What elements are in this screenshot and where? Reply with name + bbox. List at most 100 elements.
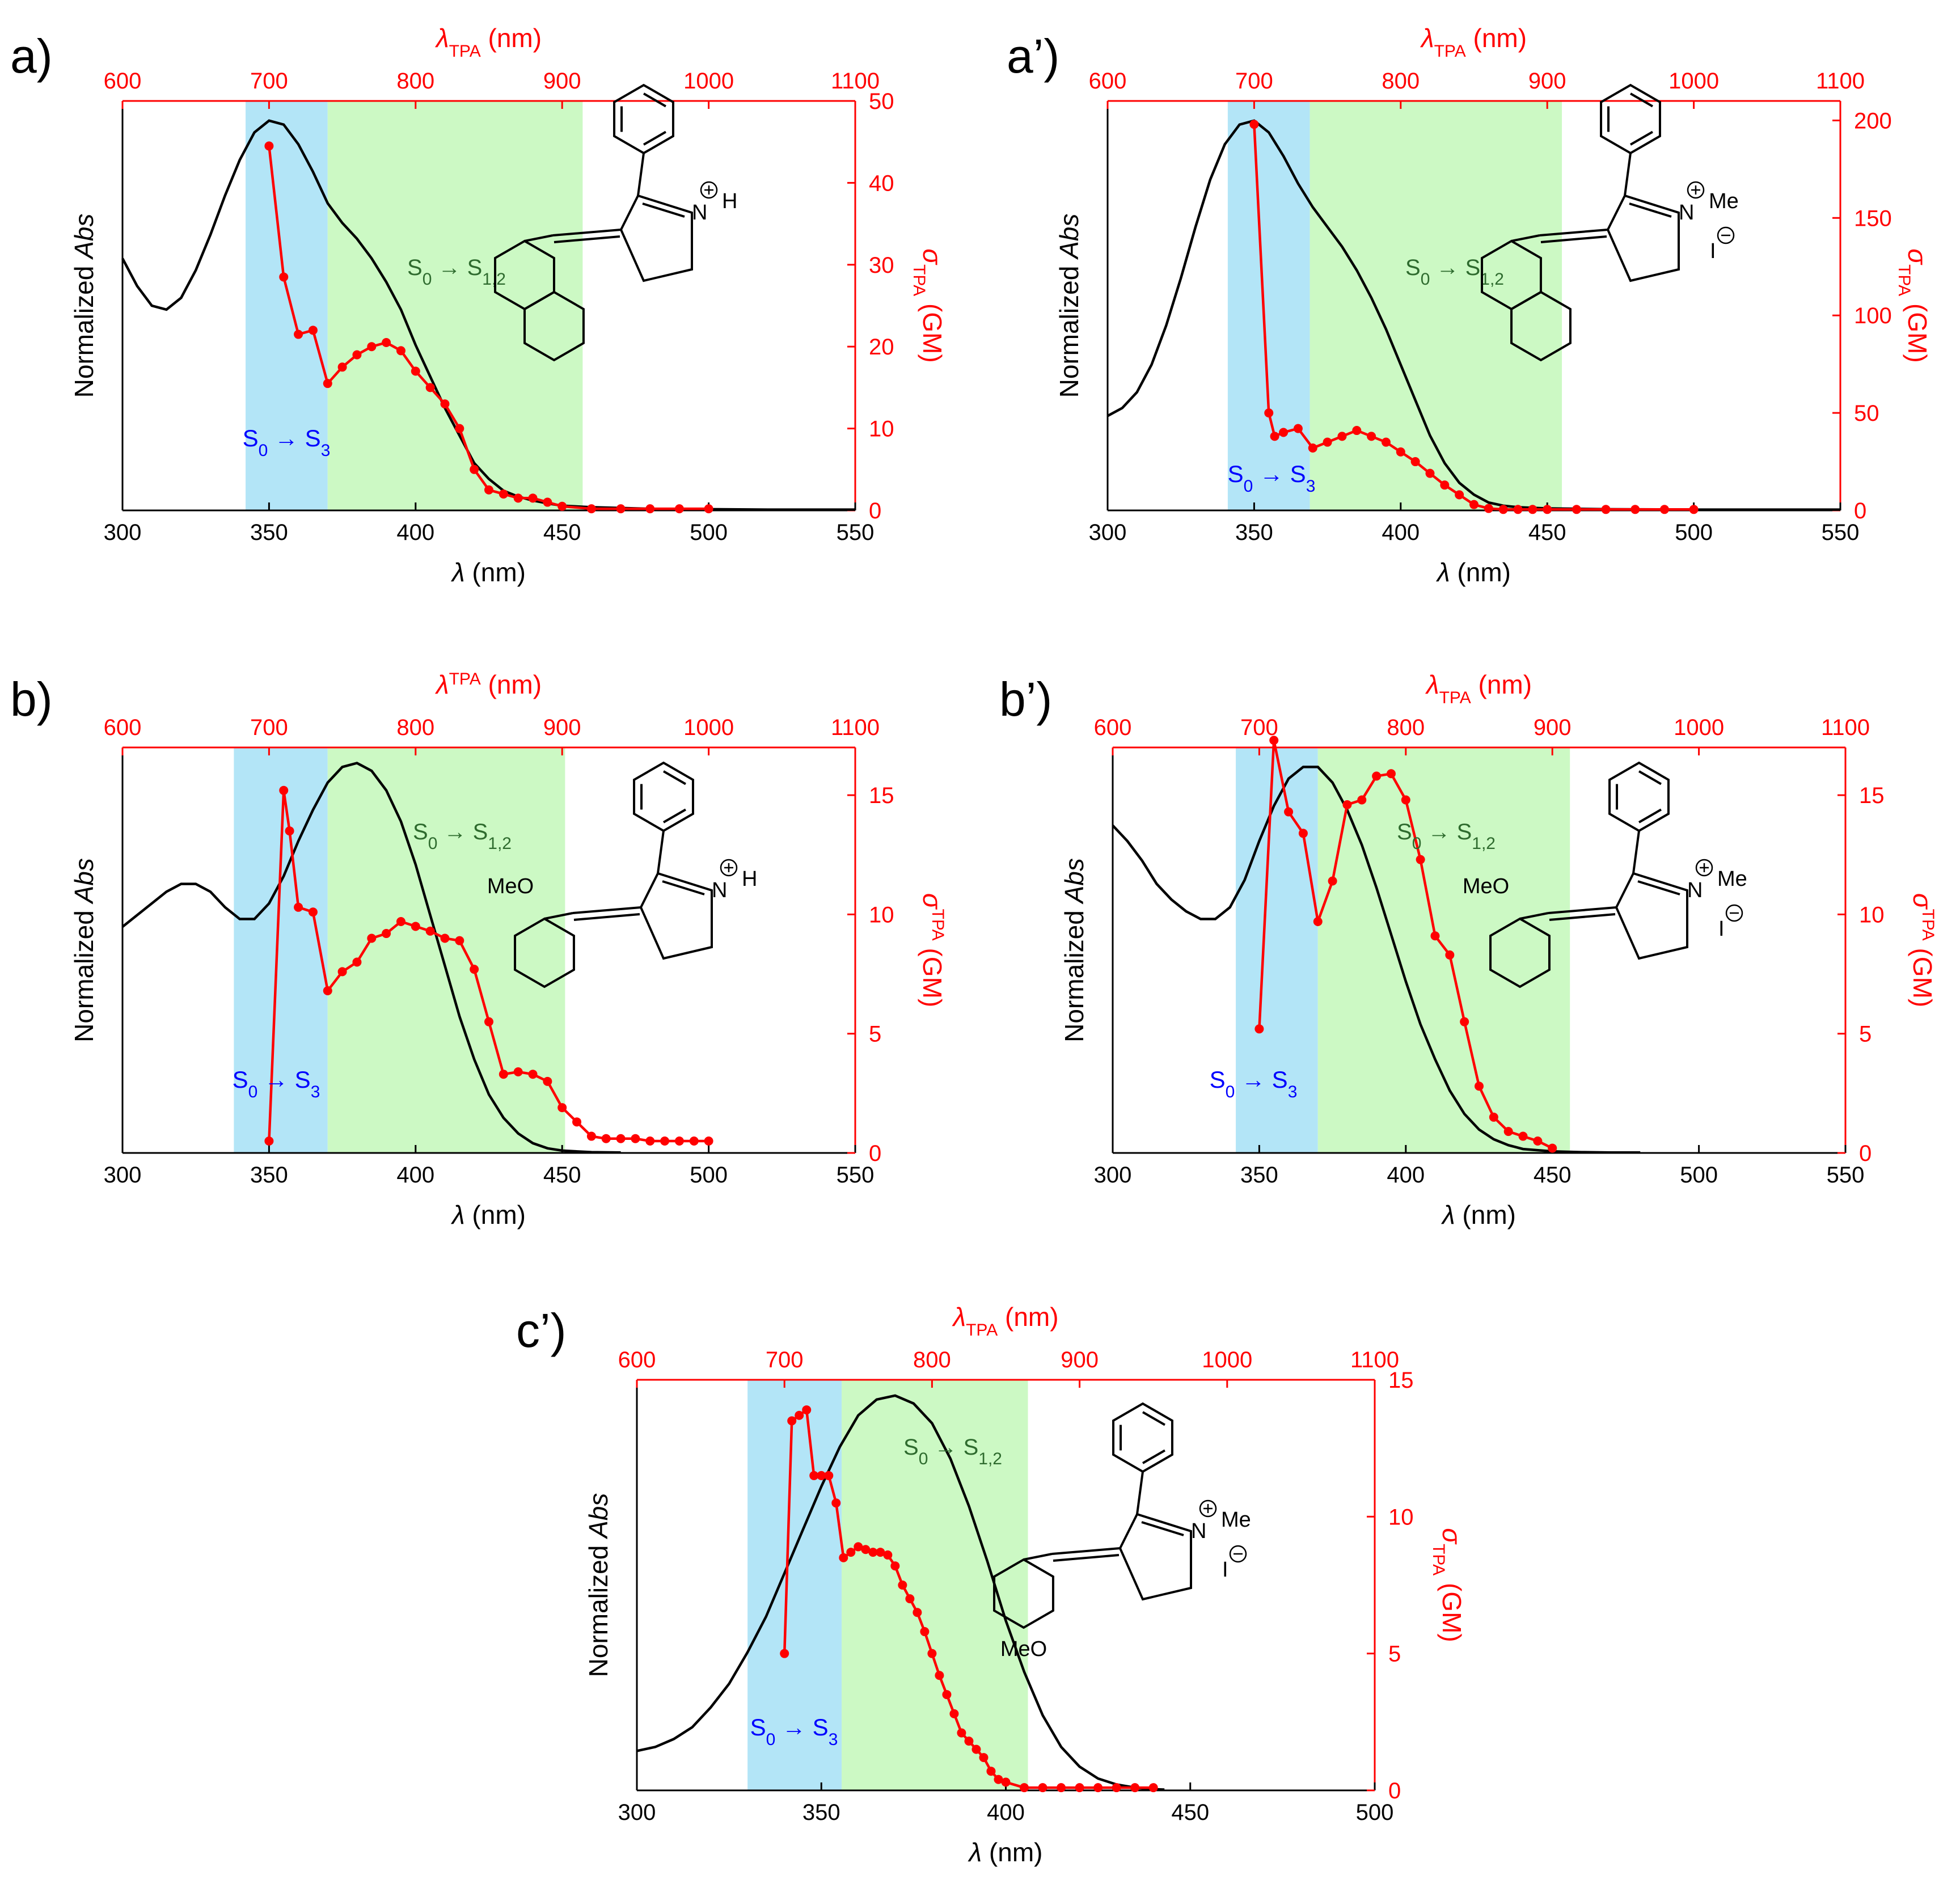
y2-tick-label: 0 <box>869 498 881 523</box>
tpa-data-point <box>1381 437 1391 447</box>
band-s0-s12 <box>327 747 565 1153</box>
phenyl-double-bond <box>643 92 666 108</box>
tpa-data-point <box>470 464 479 474</box>
tpa-data-point <box>1445 950 1455 960</box>
naphthyl-second-ring <box>1510 290 1572 362</box>
x-tick-label: 550 <box>1827 1163 1865 1188</box>
x2-tick-label: 900 <box>1061 1347 1099 1372</box>
tpa-data-point <box>1659 505 1669 514</box>
y2-tick-label: 5 <box>1388 1642 1401 1667</box>
x-tick-label: 350 <box>1235 520 1273 545</box>
y-axis-title-group: Normalized Abs <box>69 214 99 398</box>
tpa-data-point <box>645 1136 655 1146</box>
abs-series-line <box>636 1394 1165 1791</box>
n-substituent-label: Me <box>1717 867 1747 891</box>
band-s3-label: S0 → S3 <box>1228 460 1316 496</box>
panel-b: 300 350 400 450 500 550 600 700 800 900 1000 1100 0 5… <box>10 670 948 1230</box>
tpa-data-point <box>1513 505 1523 514</box>
x2-tick-label: 1100 <box>831 715 880 740</box>
x-axis-title: λ (nm) <box>1441 1200 1516 1230</box>
tpa-data-point <box>704 1136 713 1146</box>
abs-series-line <box>121 762 621 1154</box>
panel-b-prime: 300 350 400 450 500 550 600 700 800 900 1000 1100 0 5… <box>999 670 1938 1230</box>
tpa-data-point <box>1386 769 1396 779</box>
panel-label: c’) <box>516 1304 567 1357</box>
y2-tick-label: 5 <box>1859 1022 1872 1047</box>
x2-tick-label: 600 <box>104 715 142 740</box>
tpa-data-point <box>601 1134 611 1143</box>
y2-axis-title-group: σTPA (GM) <box>910 248 948 362</box>
y2-axis-title-group: σTPA (GM) <box>1430 1528 1467 1642</box>
tpa-data-point <box>920 1627 930 1637</box>
phenyl-double-bond <box>662 770 686 785</box>
tpa-data-point <box>294 902 303 912</box>
tpa-data-point <box>824 1471 834 1480</box>
tpa-data-point <box>279 785 289 795</box>
nitrogen-label: N <box>1679 201 1694 225</box>
x2-tick-label: 1000 <box>683 69 734 94</box>
tpa-data-point <box>839 1553 848 1562</box>
tpa-data-point <box>1093 1783 1103 1793</box>
tpa-data-point <box>396 917 405 927</box>
x2-tick-label: 800 <box>913 1347 951 1372</box>
phenyl-double-bond <box>643 130 666 146</box>
x2-tick-label: 1000 <box>1674 715 1724 740</box>
x-tick-label: 550 <box>837 520 875 545</box>
tpa-data-point <box>1430 931 1440 941</box>
y-axis-title: Normalized Abs <box>69 858 99 1042</box>
phenyl-bond <box>657 830 665 874</box>
x2-axis-title: λTPA (nm) <box>1425 670 1532 707</box>
imine-double-bond <box>642 202 685 218</box>
y2-axis-title: σTPA (GM) <box>1908 893 1938 1007</box>
tpa-data-point <box>787 1416 797 1426</box>
methoxy-label: MeO <box>1000 1637 1047 1661</box>
x2-tick-label: 900 <box>1534 715 1572 740</box>
pyrroline-ring <box>1615 872 1688 960</box>
x2-axis-title: λTPA (nm) <box>1420 23 1527 61</box>
x-tick-label: 450 <box>543 1163 581 1188</box>
band-s0-s12 <box>1317 747 1570 1153</box>
counterion-label: I <box>1710 239 1716 263</box>
y2-tick-label: 100 <box>1854 303 1892 328</box>
tpa-data-point <box>1308 443 1317 453</box>
tpa-data-point <box>1001 1777 1011 1787</box>
positive-charge-icon <box>720 859 738 877</box>
x-tick-label: 300 <box>104 1163 142 1188</box>
x2-tick-label: 700 <box>1240 715 1278 740</box>
tpa-data-point <box>1342 800 1352 809</box>
pyrroline-ring <box>1118 1512 1192 1601</box>
vinyl-double-bond <box>573 913 640 921</box>
positive-charge-icon <box>1695 859 1713 877</box>
tpa-data-point <box>861 1545 871 1554</box>
tpa-data-point <box>352 350 362 360</box>
imine-double-bond <box>662 880 705 895</box>
band-s0-s3 <box>747 1380 842 1790</box>
vinyl-double-bond <box>1549 913 1616 921</box>
tpa-data-point <box>1313 917 1323 927</box>
phenyl-double-bond <box>1142 1449 1165 1464</box>
tpa-data-point <box>484 1017 493 1026</box>
y2-axis-title: σTPA (GM) <box>910 248 948 362</box>
band-s3-label: S0 → S3 <box>243 425 331 460</box>
positive-charge-icon <box>1687 181 1705 199</box>
x2-tick-label: 600 <box>1089 69 1127 94</box>
tpa-data-point <box>440 399 450 409</box>
tpa-data-point <box>425 926 435 936</box>
tpa-data-point <box>1498 505 1508 514</box>
tpa-data-point <box>1460 1017 1469 1026</box>
y2-tick-label: 50 <box>869 89 894 114</box>
negative-charge-icon <box>1717 226 1735 244</box>
tpa-data-point <box>1475 1081 1484 1091</box>
counterion-label: I <box>1718 917 1725 941</box>
panel-label: a) <box>10 29 53 83</box>
tpa-data-point <box>957 1728 966 1738</box>
tpa-data-point <box>971 1744 981 1754</box>
tpa-data-point <box>1396 447 1405 457</box>
x-tick-label: 500 <box>1356 1800 1394 1825</box>
tpa-data-point <box>1572 505 1581 514</box>
y-axis-title: Normalized Abs <box>1059 858 1089 1042</box>
x-tick-label: 400 <box>1387 1163 1425 1188</box>
tpa-data-point <box>1518 1131 1528 1141</box>
x-tick-label: 450 <box>1528 520 1566 545</box>
tpa-data-point <box>660 1136 670 1146</box>
